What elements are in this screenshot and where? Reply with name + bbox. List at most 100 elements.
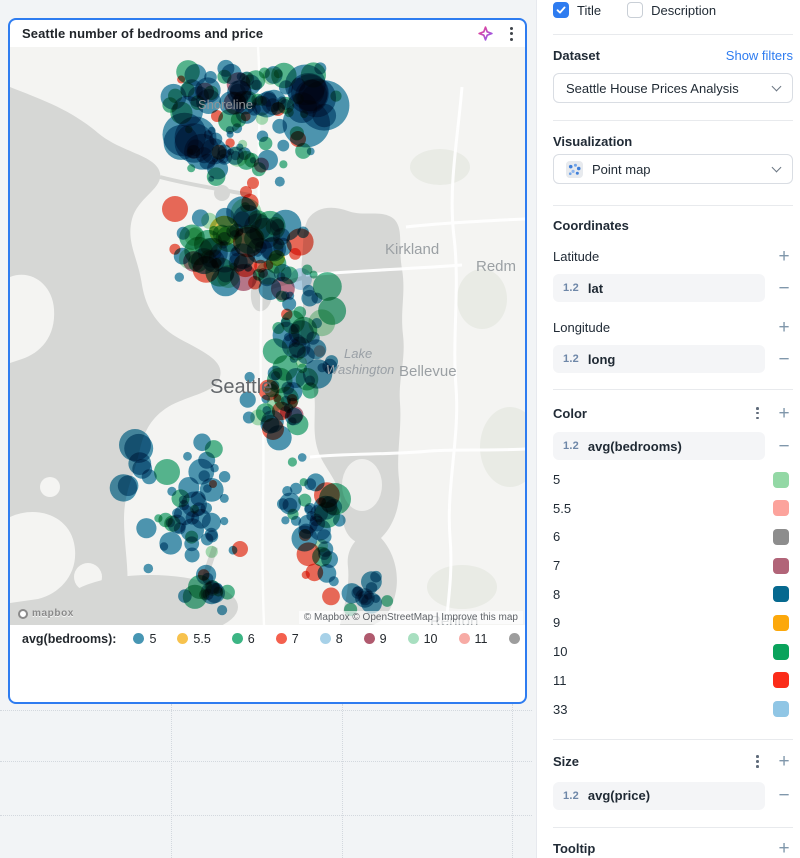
data-point[interactable] xyxy=(180,82,195,97)
mapbox-logo[interactable]: mapbox xyxy=(18,608,74,619)
data-point[interactable] xyxy=(230,198,262,229)
data-point[interactable] xyxy=(249,157,257,164)
data-point[interactable] xyxy=(365,582,378,594)
color-swatch[interactable] xyxy=(773,471,789,488)
data-point[interactable] xyxy=(178,500,190,511)
data-point[interactable] xyxy=(226,130,234,138)
data-point[interactable] xyxy=(185,511,200,525)
data-point[interactable] xyxy=(317,363,327,373)
data-point[interactable] xyxy=(322,587,340,606)
data-point[interactable] xyxy=(251,79,263,91)
data-point[interactable] xyxy=(209,480,217,488)
data-point[interactable] xyxy=(117,475,139,497)
data-point[interactable] xyxy=(286,92,318,123)
data-point[interactable] xyxy=(295,367,319,391)
color-field-chip[interactable]: 1.2 avg(bedrooms) xyxy=(553,432,765,461)
data-point[interactable] xyxy=(211,110,223,122)
data-point[interactable] xyxy=(236,143,244,151)
data-point[interactable] xyxy=(295,356,307,368)
data-point[interactable] xyxy=(225,138,235,148)
data-point[interactable] xyxy=(190,491,206,506)
data-point[interactable] xyxy=(314,502,340,528)
data-point[interactable] xyxy=(232,123,243,134)
data-point[interactable] xyxy=(277,139,290,152)
data-point[interactable] xyxy=(304,504,313,513)
data-point[interactable] xyxy=(206,167,226,186)
data-point[interactable] xyxy=(174,272,184,282)
data-point[interactable] xyxy=(229,262,238,271)
add-latitude-button[interactable]: + xyxy=(778,245,790,267)
data-point[interactable] xyxy=(172,508,183,519)
data-point[interactable] xyxy=(324,365,334,375)
data-point[interactable] xyxy=(176,60,200,84)
data-point[interactable] xyxy=(220,517,229,526)
data-point[interactable] xyxy=(202,249,225,273)
data-point[interactable] xyxy=(282,497,298,513)
data-point[interactable] xyxy=(178,589,192,603)
data-point[interactable] xyxy=(272,118,288,134)
data-point[interactable] xyxy=(132,459,153,479)
color-swatch[interactable] xyxy=(773,614,789,631)
data-point[interactable] xyxy=(313,345,326,357)
data-point[interactable] xyxy=(162,196,188,222)
visualization-select[interactable]: Point map xyxy=(553,154,793,184)
data-point[interactable] xyxy=(199,478,224,502)
latitude-field-chip[interactable]: 1.2 lat xyxy=(553,274,765,302)
data-point[interactable] xyxy=(233,226,264,258)
data-point[interactable] xyxy=(201,512,221,532)
data-point[interactable] xyxy=(262,418,284,440)
remove-latitude-button[interactable]: − xyxy=(778,277,790,299)
data-point[interactable] xyxy=(159,532,182,555)
data-point[interactable] xyxy=(205,545,218,558)
data-point[interactable] xyxy=(371,594,380,604)
data-point[interactable] xyxy=(290,268,312,290)
data-point[interactable] xyxy=(173,247,191,265)
data-point[interactable] xyxy=(168,88,183,103)
data-point[interactable] xyxy=(328,576,339,587)
data-point[interactable] xyxy=(269,250,285,266)
dataset-select[interactable]: Seattle House Prices Analysis xyxy=(553,73,793,103)
ai-sparkle-icon[interactable] xyxy=(477,25,494,42)
data-point[interactable] xyxy=(274,176,285,187)
data-point[interactable] xyxy=(198,470,210,482)
data-point[interactable] xyxy=(271,102,285,116)
data-point[interactable] xyxy=(281,516,290,525)
data-point[interactable] xyxy=(212,224,231,244)
data-point[interactable] xyxy=(164,515,181,532)
data-point[interactable] xyxy=(266,393,285,412)
data-point[interactable] xyxy=(301,289,319,307)
data-point[interactable] xyxy=(287,457,297,467)
add-longitude-button[interactable]: + xyxy=(778,316,790,338)
data-point[interactable] xyxy=(206,530,219,543)
data-point[interactable] xyxy=(290,482,302,495)
data-point[interactable] xyxy=(240,186,252,198)
add-color-button[interactable]: + xyxy=(778,402,790,424)
data-point[interactable] xyxy=(217,605,228,616)
data-point[interactable] xyxy=(282,296,297,311)
data-point[interactable] xyxy=(183,451,192,461)
data-point[interactable] xyxy=(306,473,325,492)
data-point[interactable] xyxy=(289,248,301,260)
size-field-chip[interactable]: 1.2 avg(price) xyxy=(553,781,765,810)
checkbox-title[interactable]: Title xyxy=(553,2,601,18)
color-swatch[interactable] xyxy=(773,701,789,717)
data-point[interactable] xyxy=(276,272,286,281)
data-point[interactable] xyxy=(257,149,278,171)
size-options-kebab-icon[interactable] xyxy=(750,752,765,770)
data-point[interactable] xyxy=(244,371,255,383)
data-point[interactable] xyxy=(184,133,220,170)
data-point[interactable] xyxy=(381,595,394,607)
data-point[interactable] xyxy=(242,411,255,424)
data-point[interactable] xyxy=(204,440,223,459)
data-point[interactable] xyxy=(272,355,299,381)
data-point[interactable] xyxy=(257,96,267,106)
data-point[interactable] xyxy=(200,502,212,514)
data-point[interactable] xyxy=(290,131,306,147)
show-filters-link[interactable]: Show filters xyxy=(725,48,793,63)
data-point[interactable] xyxy=(258,268,268,278)
data-point[interactable] xyxy=(255,112,269,125)
data-point[interactable] xyxy=(313,272,342,301)
data-point[interactable] xyxy=(299,529,311,541)
data-point[interactable] xyxy=(298,493,312,507)
data-point[interactable] xyxy=(232,541,248,557)
